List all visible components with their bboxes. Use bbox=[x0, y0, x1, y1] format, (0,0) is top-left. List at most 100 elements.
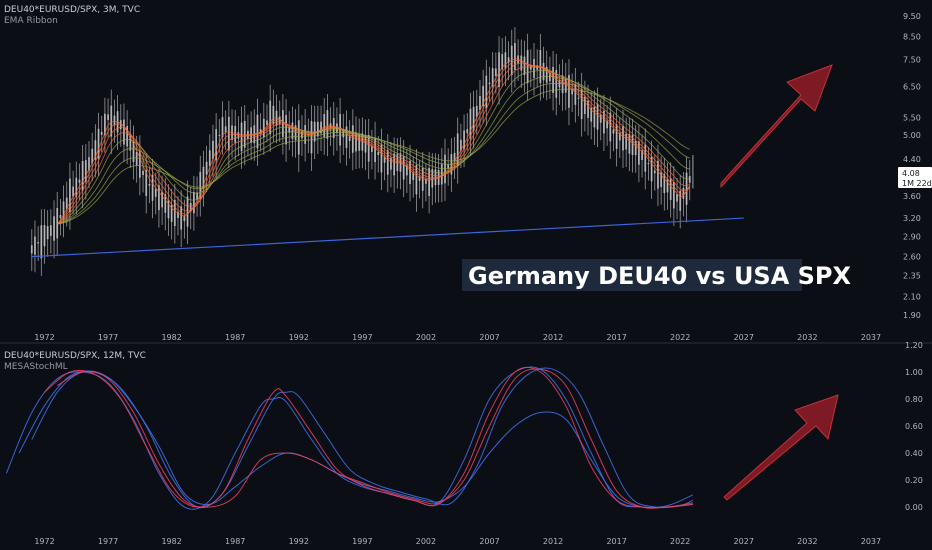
candle-body bbox=[456, 133, 459, 167]
price-tag bbox=[898, 167, 932, 188]
candle-body bbox=[218, 134, 221, 136]
candle-body bbox=[173, 200, 176, 227]
ema-line bbox=[56, 62, 691, 225]
candle-body bbox=[370, 145, 373, 152]
candle-body bbox=[571, 89, 574, 95]
candle-body bbox=[542, 62, 545, 81]
candle-body bbox=[390, 157, 392, 170]
candle-body bbox=[151, 174, 154, 201]
y-tick-label: 3.20 bbox=[903, 214, 921, 223]
candle-body bbox=[269, 100, 272, 135]
candle-body bbox=[666, 178, 669, 193]
candle-body bbox=[418, 176, 421, 181]
candle-body bbox=[628, 133, 631, 154]
x-tick-label: 1972 bbox=[34, 333, 54, 342]
candle-body bbox=[561, 75, 564, 94]
candle-body bbox=[634, 140, 637, 156]
candle-body bbox=[386, 150, 389, 175]
candle-body bbox=[110, 105, 113, 137]
candle-body bbox=[75, 177, 78, 197]
candle-body bbox=[221, 117, 224, 138]
x-tick-label: 2022 bbox=[670, 537, 690, 546]
candle-body bbox=[583, 96, 586, 114]
candle-body bbox=[647, 163, 650, 165]
candle-body bbox=[183, 215, 186, 222]
candle-body bbox=[377, 152, 380, 155]
y-tick-label: 5.50 bbox=[903, 113, 921, 122]
candle-body bbox=[138, 151, 141, 178]
candle-body bbox=[88, 157, 90, 171]
candle-body bbox=[224, 126, 227, 133]
x-tick-label: 2032 bbox=[797, 537, 817, 546]
candle-body bbox=[170, 204, 173, 222]
candle-body bbox=[167, 200, 170, 219]
candle-body bbox=[587, 100, 589, 118]
x-tick-label: 2027 bbox=[734, 537, 754, 546]
candle-body bbox=[123, 119, 125, 145]
candle-body bbox=[59, 215, 62, 218]
candle-body bbox=[552, 66, 554, 93]
candle-body bbox=[285, 115, 287, 145]
candle-body bbox=[326, 110, 329, 139]
candle-body bbox=[650, 156, 653, 182]
y-tick-label: 2.10 bbox=[903, 292, 921, 301]
candle-body bbox=[466, 129, 469, 134]
candle-body bbox=[43, 225, 46, 247]
candle-body bbox=[482, 85, 485, 107]
candle-body bbox=[533, 58, 535, 78]
candle-body bbox=[663, 174, 666, 194]
x-tick-label: 1972 bbox=[34, 537, 54, 546]
x-tick-label: 2017 bbox=[606, 333, 626, 342]
candle-body bbox=[126, 126, 129, 147]
up-arrow-icon bbox=[720, 64, 833, 189]
candle-body bbox=[65, 197, 68, 209]
candle-body bbox=[625, 133, 628, 150]
candle-body bbox=[564, 78, 567, 93]
candle-body bbox=[526, 49, 529, 84]
price-tag-countdown: 1M 22d bbox=[902, 179, 932, 188]
y-tick-label: 9.50 bbox=[903, 12, 921, 21]
candle-body bbox=[345, 126, 348, 149]
y-tick-label: 5.00 bbox=[903, 131, 921, 140]
candle-body bbox=[177, 211, 179, 218]
candle-body bbox=[622, 125, 624, 151]
x-tick-label: 2037 bbox=[861, 333, 881, 342]
candle-body bbox=[145, 169, 148, 196]
candle-body bbox=[262, 118, 265, 138]
y-tick-label: 0.80 bbox=[905, 395, 923, 404]
candle-body bbox=[498, 52, 500, 88]
x-tick-label: 2012 bbox=[543, 537, 563, 546]
bottom-pane-title: DEU40*EURUSD/SPX, 12M, TVC bbox=[4, 351, 146, 361]
candle-body bbox=[361, 133, 364, 151]
top-x-axis: 1972 1977 1982 1987 1992 1997 2002 2007 2012 2017… bbox=[34, 333, 881, 342]
y-tick-label: 6.50 bbox=[903, 82, 921, 91]
y-tick-label: 0.00 bbox=[905, 503, 923, 512]
candle-body bbox=[135, 151, 138, 166]
y-tick-label: 0.20 bbox=[905, 476, 923, 485]
ema-line bbox=[57, 88, 690, 225]
x-tick-label: 2022 bbox=[670, 333, 690, 342]
candle-body bbox=[514, 43, 516, 70]
candle-body bbox=[81, 160, 84, 191]
candle-body bbox=[91, 148, 94, 164]
x-tick-label: 2007 bbox=[479, 537, 499, 546]
candle-body bbox=[158, 185, 160, 211]
candle-body bbox=[164, 194, 167, 213]
y-tick-label: 2.35 bbox=[903, 271, 921, 280]
candle-body bbox=[555, 69, 558, 98]
candle-body bbox=[472, 106, 475, 131]
trendline[interactable] bbox=[31, 217, 744, 258]
stochastic-line bbox=[31, 370, 693, 509]
candle-body bbox=[685, 172, 688, 205]
candle-body bbox=[202, 166, 205, 190]
candle-body bbox=[431, 169, 434, 188]
y-tick-label: 1.00 bbox=[905, 368, 923, 377]
candle-body bbox=[367, 134, 370, 162]
candle-body bbox=[631, 134, 634, 156]
candle-body bbox=[580, 88, 583, 120]
x-tick-label: 2027 bbox=[734, 333, 754, 342]
candle-body bbox=[463, 130, 465, 150]
candle-body bbox=[72, 186, 75, 197]
ema-line bbox=[57, 82, 690, 225]
bottom-x-axis: 1972 1977 1982 1987 1992 1997 2002 2007 2012 2017… bbox=[34, 537, 881, 546]
